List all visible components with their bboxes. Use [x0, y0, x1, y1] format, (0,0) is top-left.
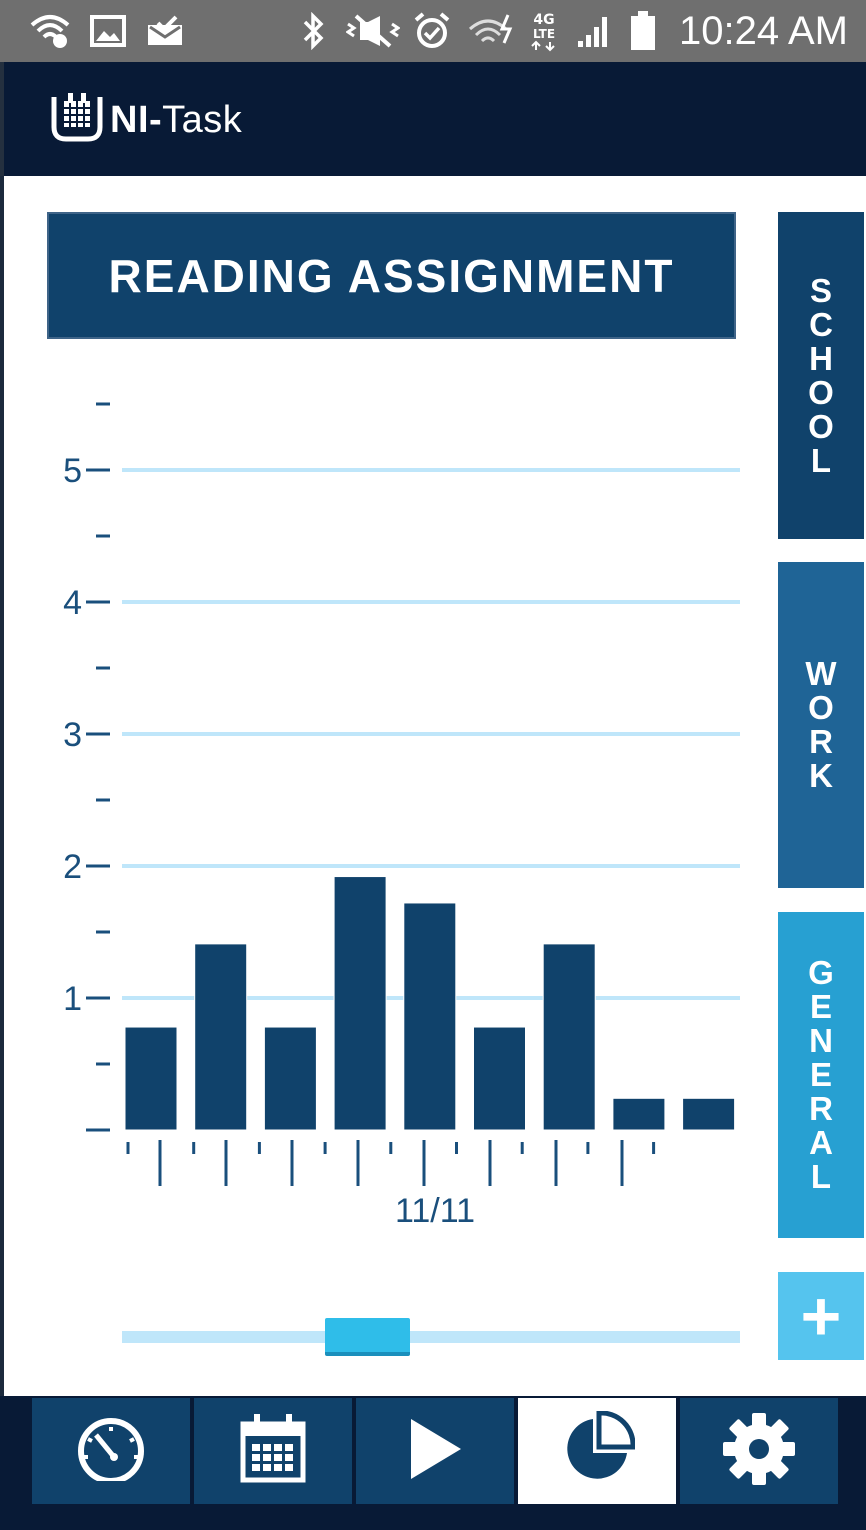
task-title-button[interactable]: READING ASSIGNMENT — [47, 212, 736, 339]
svg-text:4G: 4G — [533, 12, 554, 28]
tab-letter: W — [805, 655, 837, 692]
tab-letter: E — [809, 988, 832, 1025]
tab-letter: H — [809, 339, 833, 377]
bluetooth-icon — [298, 0, 330, 62]
bar — [194, 943, 248, 1131]
nav-stats[interactable] — [518, 1398, 676, 1504]
tab-letter: S — [809, 271, 832, 309]
content-area — [0, 176, 866, 1396]
image-icon — [88, 0, 128, 62]
speedometer-icon — [74, 1417, 148, 1486]
bar — [473, 1026, 526, 1131]
bar — [124, 1026, 178, 1131]
tab-letter: L — [810, 441, 832, 479]
nav-settings[interactable] — [680, 1398, 838, 1504]
svg-text:LTE: LTE — [533, 27, 555, 41]
tab-letter: R — [809, 1090, 833, 1127]
nav-calendar[interactable] — [194, 1398, 352, 1504]
tab-letter: O — [808, 689, 834, 726]
bar — [682, 1097, 736, 1131]
bar — [333, 876, 387, 1131]
status-bar: 4G LTE 10:24 AM — [0, 0, 866, 62]
y-tick-label: 1 — [63, 980, 82, 1018]
app-logo: NI-Task — [50, 92, 242, 148]
vibrate-icon — [344, 0, 402, 62]
play-icon — [407, 1417, 463, 1486]
signal-icon — [574, 0, 614, 62]
time-slider-thumb[interactable] — [324, 1318, 410, 1356]
tab-letter: O — [808, 407, 834, 445]
status-time: 10:24 AM — [678, 9, 848, 53]
tab-letter: L — [810, 1158, 832, 1195]
mail-icon — [144, 0, 186, 62]
tab-letter: C — [809, 305, 833, 343]
tab-letter: A — [809, 1124, 833, 1161]
nav-dashboard[interactable] — [32, 1398, 190, 1504]
bar — [403, 902, 457, 1131]
nav-play[interactable] — [356, 1398, 514, 1504]
pie-chart-icon — [559, 1409, 636, 1492]
y-tick-label: 2 — [63, 848, 82, 886]
tab-letter: G — [808, 954, 834, 991]
wifi-data-icon — [466, 0, 520, 62]
lte-icon: 4G LTE — [524, 0, 564, 62]
calendar-icon — [240, 1413, 306, 1489]
tab-letter: O — [808, 373, 834, 411]
battery-icon — [626, 0, 660, 62]
bar-chart: 5 4 3 2 1 11/11 — [63, 402, 740, 1230]
app-name: NI-Task — [110, 98, 243, 141]
tab-letter: E — [809, 1056, 832, 1093]
time-slider-track[interactable] — [122, 1331, 740, 1343]
x-axis-label: 11/11 — [395, 1192, 475, 1230]
bar — [263, 1026, 317, 1131]
tab-letter: N — [809, 1022, 833, 1059]
wifi-icon — [28, 0, 72, 62]
add-category-button[interactable]: + — [778, 1272, 864, 1360]
tab-letter: R — [809, 723, 833, 760]
bar — [542, 943, 596, 1131]
alarm-icon — [412, 0, 452, 62]
y-tick-label: 4 — [63, 584, 82, 622]
y-tick-label: 3 — [63, 716, 82, 754]
bar — [612, 1097, 666, 1131]
app-header — [0, 62, 866, 176]
tab-letter: K — [809, 757, 833, 794]
y-tick-label: 5 — [63, 452, 82, 490]
gear-icon — [722, 1412, 796, 1491]
plus-icon: + — [800, 1277, 842, 1355]
calendar-cup-icon — [50, 92, 104, 148]
